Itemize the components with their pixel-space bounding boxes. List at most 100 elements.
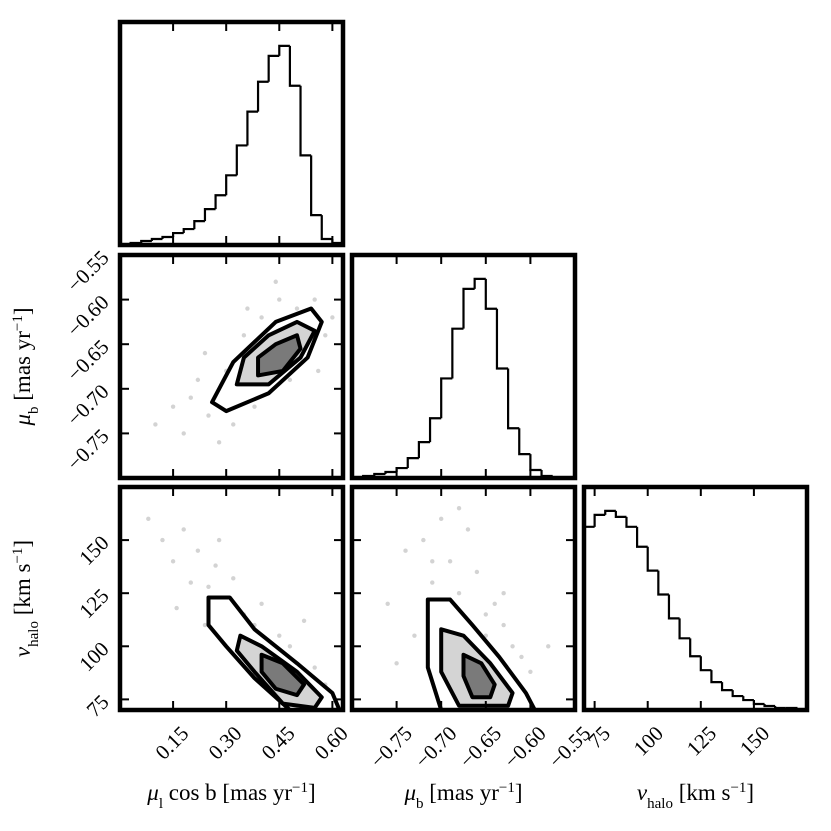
axis-label: vhalo [km s−1] xyxy=(637,780,754,812)
sample-point xyxy=(394,661,399,666)
histogram-step xyxy=(604,509,616,515)
axis-label: vhalo [km s−1] xyxy=(10,540,42,657)
label-text: cos b [mas yr xyxy=(163,780,292,805)
panel-frame xyxy=(349,484,578,713)
sample-point xyxy=(483,612,488,617)
histogram-step xyxy=(310,155,322,217)
sample-point xyxy=(241,333,247,338)
sample-point xyxy=(430,580,435,585)
contour xyxy=(259,652,307,698)
histogram-step xyxy=(625,516,638,528)
sample-point xyxy=(202,350,208,356)
label-symbol: μ xyxy=(146,780,159,805)
histogram-step xyxy=(763,704,776,708)
panel-frame xyxy=(117,252,346,481)
contour xyxy=(256,333,303,378)
sample-point xyxy=(546,644,551,649)
histogram-step xyxy=(699,656,712,672)
sample-point xyxy=(456,506,462,511)
panel-frame xyxy=(117,19,346,248)
histogram-step xyxy=(473,277,486,289)
label-text: ] xyxy=(515,780,523,805)
sample-point xyxy=(252,404,257,409)
sample-point xyxy=(146,516,151,522)
sample-point xyxy=(202,622,208,628)
histogram-step xyxy=(462,287,475,329)
histogram-step xyxy=(584,525,595,710)
histogram-step xyxy=(646,546,659,572)
sample-point xyxy=(439,516,444,522)
histogram-step xyxy=(384,470,397,475)
sample-point xyxy=(216,537,222,543)
label-text: [km s xyxy=(10,563,35,621)
sample-point xyxy=(492,601,497,607)
histogram-step xyxy=(440,377,453,419)
histogram-step xyxy=(235,144,248,176)
histogram-step xyxy=(657,570,669,596)
sample-point xyxy=(259,601,264,607)
sample-point xyxy=(430,559,435,564)
sample-point xyxy=(245,306,250,311)
label-superscript: −1 xyxy=(10,315,26,331)
sample-point xyxy=(188,580,193,585)
histogram-step xyxy=(256,80,269,112)
sample-point xyxy=(501,622,506,628)
panel-frame xyxy=(117,484,346,713)
sample-point xyxy=(195,548,201,553)
histogram-step xyxy=(161,235,174,240)
label-subscript: b xyxy=(26,406,42,414)
sample-point xyxy=(181,527,186,532)
histogram-step xyxy=(484,278,497,310)
sample-point xyxy=(259,315,264,320)
sample-point xyxy=(316,368,321,374)
histogram-step xyxy=(278,44,290,56)
histogram-step xyxy=(742,696,754,702)
label-symbol: v xyxy=(10,646,35,657)
sample-point xyxy=(277,297,282,302)
sample-point xyxy=(519,654,524,660)
histogram-step xyxy=(140,239,152,244)
panel-content xyxy=(385,506,551,710)
sample-point xyxy=(528,669,533,674)
histogram-step xyxy=(150,237,163,242)
histogram-step xyxy=(731,690,744,698)
axis-label: μb [mas yr−1] xyxy=(10,307,42,426)
sample-point xyxy=(160,537,165,543)
histogram-step xyxy=(593,513,606,527)
sample-point xyxy=(206,584,211,590)
label-text: [km s xyxy=(673,780,731,805)
sample-point xyxy=(312,665,317,670)
histogram-step xyxy=(320,215,333,241)
label-text: ] xyxy=(10,307,35,315)
label-text: ] xyxy=(308,780,316,805)
histogram-step xyxy=(417,441,431,459)
sample-point xyxy=(323,333,328,338)
sample-point xyxy=(421,537,426,543)
label-text: [mas yr xyxy=(10,331,35,407)
histogram-step xyxy=(193,220,205,230)
histogram-step xyxy=(428,417,442,443)
sample-point xyxy=(456,590,462,596)
sample-point xyxy=(231,422,236,427)
sample-point xyxy=(195,377,201,383)
sample-point xyxy=(170,559,176,564)
sample-point xyxy=(287,644,293,649)
sample-point xyxy=(447,559,453,564)
histogram-step xyxy=(225,174,237,196)
contour xyxy=(461,652,497,700)
histogram-step xyxy=(507,368,520,430)
histogram-step xyxy=(267,54,280,82)
label-subscript: halo xyxy=(26,621,42,647)
label-symbol: μ xyxy=(403,780,416,805)
sample-point xyxy=(385,601,390,607)
sample-point xyxy=(153,422,158,427)
label-subscript: b xyxy=(416,796,424,812)
histogram-step xyxy=(710,670,723,684)
label-text: ] xyxy=(746,780,754,805)
label-superscript: −1 xyxy=(292,780,308,796)
panel-frame xyxy=(581,484,810,713)
sample-point xyxy=(301,618,307,623)
histogram-step xyxy=(406,456,419,469)
label-symbol: v xyxy=(637,780,648,805)
